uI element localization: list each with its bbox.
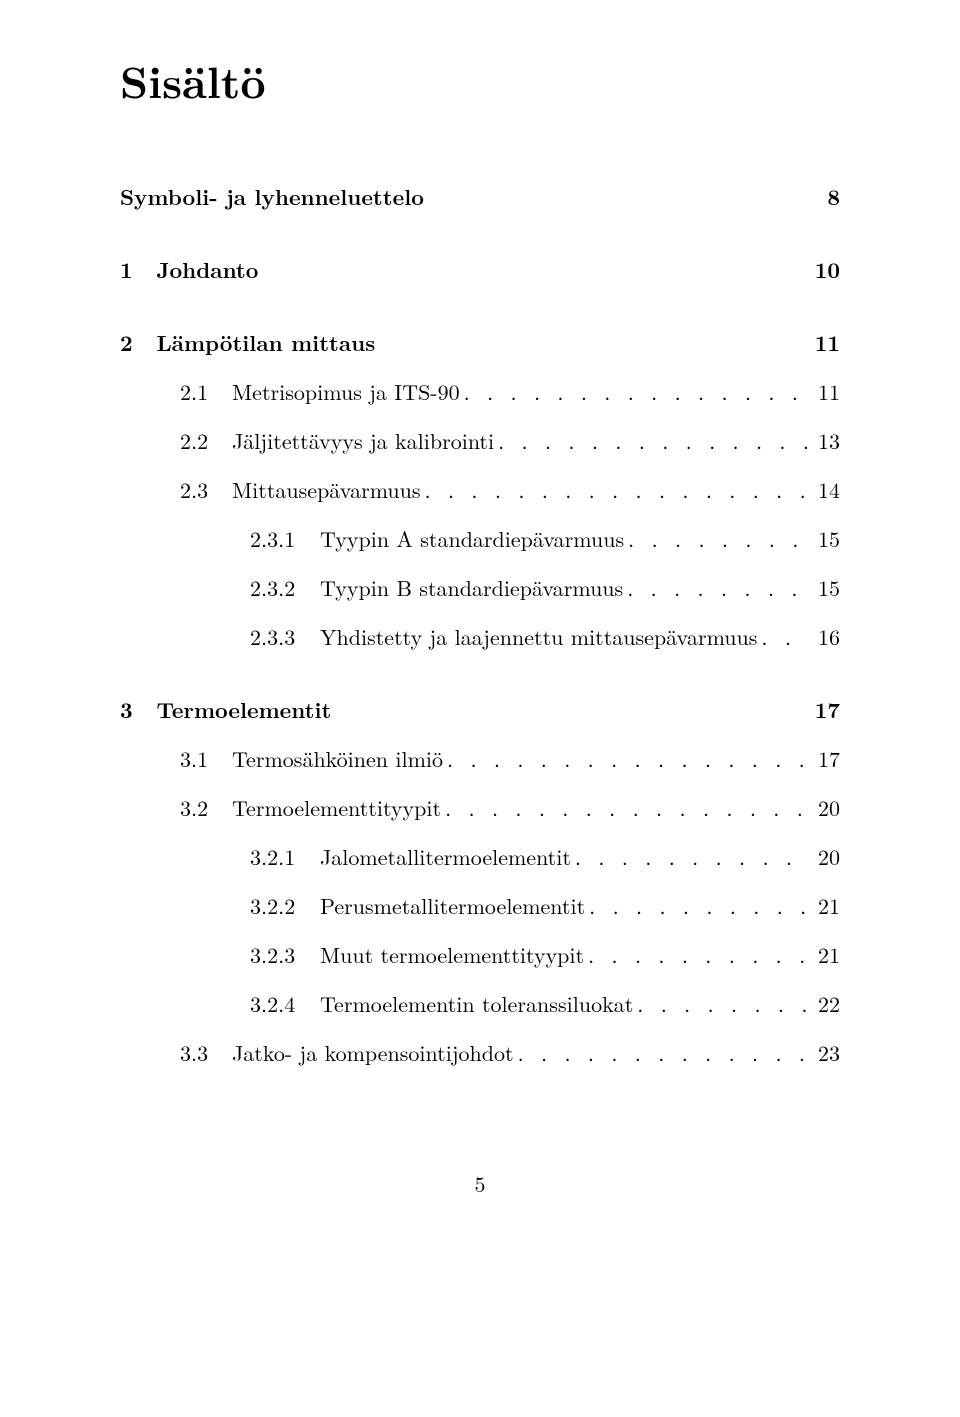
toc-subsubsection: 3.2.2Perusmetallitermoelementit . . . . …	[120, 890, 840, 921]
toc-subsubsection: 3.2.4Termoelementin toleranssiluokat . .…	[120, 988, 840, 1019]
toc-entry-number: 2.3	[180, 474, 232, 505]
toc-section-label: 2 Lämpötilan mittaus	[120, 327, 375, 358]
toc-leader-dots: . . . . . . . . . . . . . . . . . . . . …	[584, 939, 810, 970]
toc-section-label: 1 Johdanto	[120, 254, 258, 285]
toc-subsubsection: 3.2.1Jalometallitermoelementit . . . . .…	[120, 841, 840, 872]
toc-entry-number: 3.2.3	[250, 939, 320, 970]
toc-entry-number: 2.3.3	[250, 621, 320, 652]
toc-entry-label: Muut termoelementtityypit	[320, 939, 584, 970]
toc-leader-dots: . . . . . . . . . . . . . . . . . . . . …	[585, 890, 810, 921]
page-title: Sisältö	[120, 48, 840, 111]
toc-entry-number: 3.1	[180, 743, 232, 774]
toc-entry-label: Termoelementin toleranssiluokat	[320, 988, 633, 1019]
toc-subsection: 3.1Termosähköinen ilmiö . . . . . . . . …	[120, 743, 840, 774]
table-of-contents: Symboli- ja lyhenneluettelo 8 1 Johdanto 10…	[120, 181, 840, 1068]
toc-leader-dots: . . . . . . . . . . . . . . . . . . . . …	[623, 572, 810, 603]
toc-page: 15	[810, 523, 840, 554]
toc-section: 2 Lämpötilan mittaus 11	[120, 327, 840, 358]
toc-page: 10	[810, 254, 840, 285]
toc-leader-dots: . . . . . . . . . . . . . . . . . . . . …	[421, 474, 810, 505]
toc-section-number: 1	[120, 254, 148, 285]
toc-page: 21	[810, 939, 840, 970]
toc-entry-number: 3.2.1	[250, 841, 320, 872]
toc-page: 11	[810, 376, 840, 407]
toc-entry-label: Termoelementtityypit	[232, 792, 441, 823]
toc-section-label: 3 Termoelementit	[120, 694, 331, 725]
toc-page: 11	[810, 327, 840, 358]
toc-subsection: 2.1Metrisopimus ja ITS-90 . . . . . . . …	[120, 376, 840, 407]
toc-section: 1 Johdanto 10	[120, 254, 840, 285]
toc-entry-label: Jalometallitermoelementit	[320, 841, 571, 872]
toc-entry-number: 2.3.1	[250, 523, 320, 554]
toc-section: 3 Termoelementit 17	[120, 694, 840, 725]
toc-page: 20	[810, 841, 840, 872]
toc-page: 22	[810, 988, 840, 1019]
toc-section: Symboli- ja lyhenneluettelo 8	[120, 181, 840, 212]
toc-entry-number: 2.3.2	[250, 572, 320, 603]
toc-entry-label: Mittausepävarmuus	[232, 474, 421, 505]
toc-entry-label: Perusmetallitermoelementit	[320, 890, 585, 921]
toc-leader-dots: . . . . . . . . . . . . . . . . . . . . …	[571, 841, 810, 872]
toc-entry-label: Jäljitettävyys ja kalibrointi	[232, 425, 494, 456]
page-number-footer: 5	[120, 1168, 840, 1199]
toc-entry-label: Yhdistetty ja laajennettu mittausepävarm…	[320, 621, 757, 652]
toc-page: 16	[810, 621, 840, 652]
toc-page: 8	[810, 181, 840, 212]
toc-subsubsection: 2.3.2Tyypin B standardiepävarmuus . . . …	[120, 572, 840, 603]
toc-page: 15	[810, 572, 840, 603]
toc-entry-label: Termosähköinen ilmiö	[232, 743, 443, 774]
toc-subsubsection: 2.3.1Tyypin A standardiepävarmuus . . . …	[120, 523, 840, 554]
toc-section-number: 3	[120, 694, 148, 725]
toc-leader-dots: . . . . . . . . . . . . . . . . . . . . …	[494, 425, 810, 456]
toc-subsection: 3.3Jatko- ja kompensointijohdot . . . . …	[120, 1037, 840, 1068]
toc-leader-dots: . . . . . . . . . . . . . . . . . . . . …	[624, 523, 810, 554]
toc-entry-number: 3.3	[180, 1037, 232, 1068]
toc-leader-dots: . . . . . . . . . . . . . . . . . . . . …	[514, 1037, 810, 1068]
toc-page: 17	[810, 694, 840, 725]
toc-leader-dots: . . . . . . . . . . . . . . . . . . . . …	[757, 621, 810, 652]
toc-entry-number: 3.2.2	[250, 890, 320, 921]
toc-subsubsection: 2.3.3Yhdistetty ja laajennettu mittausep…	[120, 621, 840, 652]
toc-section-label: Symboli- ja lyhenneluettelo	[120, 181, 424, 212]
toc-entry-number: 3.2	[180, 792, 232, 823]
toc-leader-dots: . . . . . . . . . . . . . . . . . . . . …	[441, 792, 810, 823]
toc-entry-number: 2.1	[180, 376, 232, 407]
toc-entry-label: Tyypin A standardiepävarmuus	[320, 523, 624, 554]
toc-leader-dots: . . . . . . . . . . . . . . . . . . . . …	[443, 743, 810, 774]
toc-leader-dots: . . . . . . . . . . . . . . . . . . . . …	[633, 988, 810, 1019]
toc-subsection: 3.2Termoelementtityypit . . . . . . . . …	[120, 792, 840, 823]
toc-page: 23	[810, 1037, 840, 1068]
toc-entry-label: Jatko- ja kompensointijohdot	[232, 1037, 514, 1068]
toc-entry-number: 3.2.4	[250, 988, 320, 1019]
toc-subsubsection: 3.2.3Muut termoelementtityypit . . . . .…	[120, 939, 840, 970]
toc-section-number: 2	[120, 327, 148, 358]
toc-subsection: 2.2Jäljitettävyys ja kalibrointi . . . .…	[120, 425, 840, 456]
toc-page: 20	[810, 792, 840, 823]
toc-page: 21	[810, 890, 840, 921]
toc-entry-label: Metrisopimus ja ITS-90	[232, 376, 460, 407]
toc-leader-dots: . . . . . . . . . . . . . . . . . . . . …	[460, 376, 810, 407]
toc-subsection: 2.3Mittausepävarmuus . . . . . . . . . .…	[120, 474, 840, 505]
toc-page: 13	[810, 425, 840, 456]
toc-entry-number: 2.2	[180, 425, 232, 456]
toc-page: 14	[810, 474, 840, 505]
toc-entry-label: Tyypin B standardiepävarmuus	[320, 572, 623, 603]
toc-page: 17	[810, 743, 840, 774]
